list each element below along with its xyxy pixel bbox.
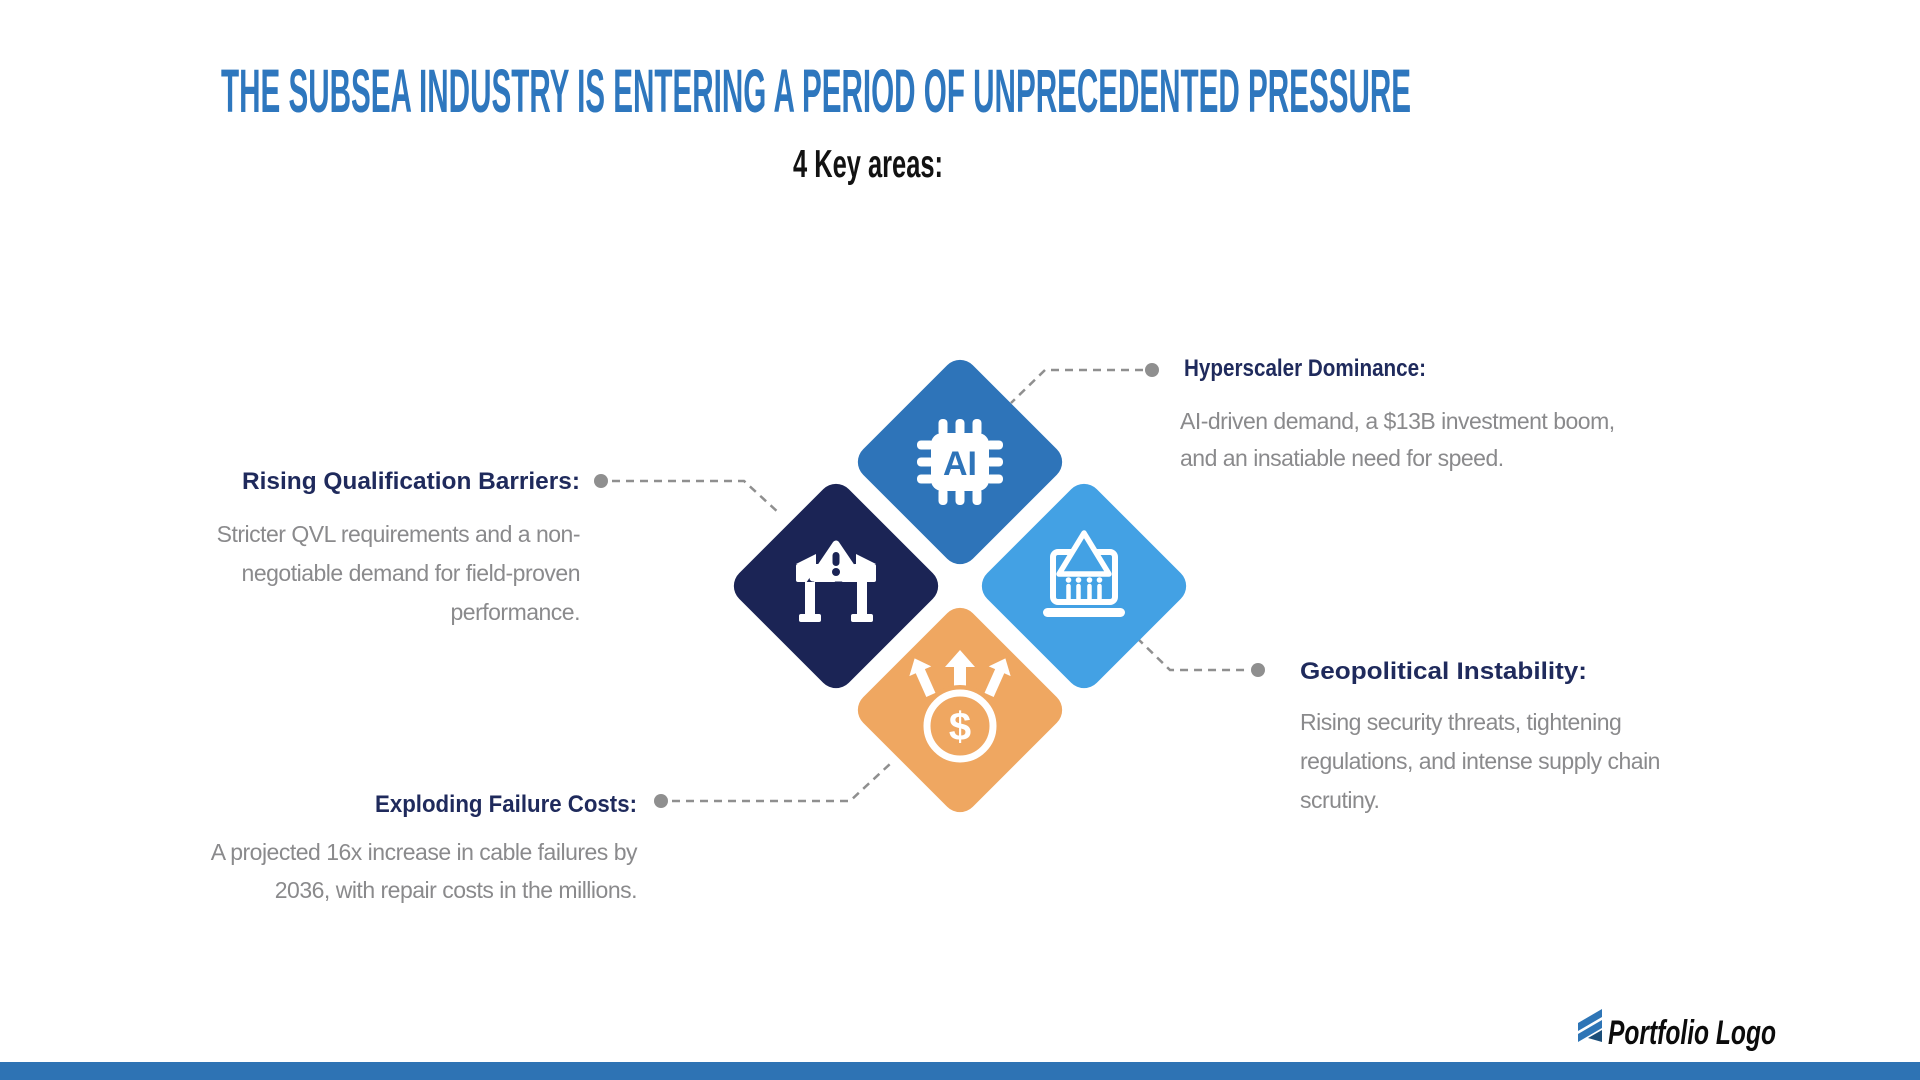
connector-dot-failure (654, 794, 668, 808)
laptop-warning-icon (1043, 530, 1125, 617)
portfolio-logo-text: Portfolio Logo (1608, 1014, 1776, 1052)
rising-costs-icon: $ (909, 650, 1011, 767)
callout-heading-hyperscaler: Hyperscaler Dominance: (1184, 355, 1426, 382)
connector-line-qualification (612, 479, 781, 515)
callout-heading-geopolitical: Geopolitical Instability: (1300, 658, 1587, 685)
page-subtitle: 4 Key areas: (793, 143, 943, 186)
dollar-sign-label: $ (949, 705, 971, 749)
callout-body-line: and an insatiable need for speed. (1180, 445, 1504, 471)
callout-body-hyperscaler: AI-driven demand, a $13B investment boom… (1180, 403, 1615, 477)
connector-line-hyperscaler (1010, 368, 1143, 404)
connector-dot-geopolitical (1251, 663, 1265, 677)
callout-body-geopolitical: Rising security threats, tightening regu… (1300, 703, 1660, 820)
diamond-qualification (733, 483, 939, 689)
callout-heading-failure: Exploding Failure Costs: (375, 791, 637, 818)
connector-dot-qualification (594, 474, 608, 488)
diamond-geopolitical (981, 483, 1187, 689)
callout-body-line: Stricter QVL requirements and a non- (216, 521, 581, 547)
callout-body-line: AI-driven demand, a $13B investment boom… (1180, 408, 1615, 434)
ai-chip-icon: AI (917, 419, 1003, 505)
connector-line-failure (672, 763, 891, 803)
callout-body-line: performance. (450, 599, 580, 625)
callout-body-line: regulations, and intense supply chain (1300, 748, 1660, 774)
callout-body-line: A projected 16x increase in cable failur… (210, 839, 638, 865)
connector-dot-hyperscaler (1145, 363, 1159, 377)
roadblock-barrier-icon (796, 540, 876, 622)
page-title: THE SUBSEA INDUSTRY IS ENTERING A PERIOD… (221, 57, 1411, 125)
callout-body-line: 2036, with repair costs in the millions. (274, 877, 638, 903)
ai-chip-label: AI (943, 445, 977, 483)
portfolio-logo-icon (1578, 1009, 1602, 1042)
connector-line-geopolitical (1136, 637, 1248, 672)
callout-body-qualification: Stricter QVL requirements and a non- neg… (140, 515, 581, 632)
callout-body-line: scrutiny. (1300, 787, 1380, 813)
callout-body-line: Rising security threats, tightening (1300, 709, 1622, 735)
callout-body-failure: A projected 16x increase in cable failur… (147, 833, 638, 909)
bottom-accent-bar (0, 1062, 1920, 1080)
callout-body-line: negotiable demand for field-proven (241, 560, 581, 586)
callout-heading-qualification: Rising Qualification Barriers: (242, 468, 580, 495)
